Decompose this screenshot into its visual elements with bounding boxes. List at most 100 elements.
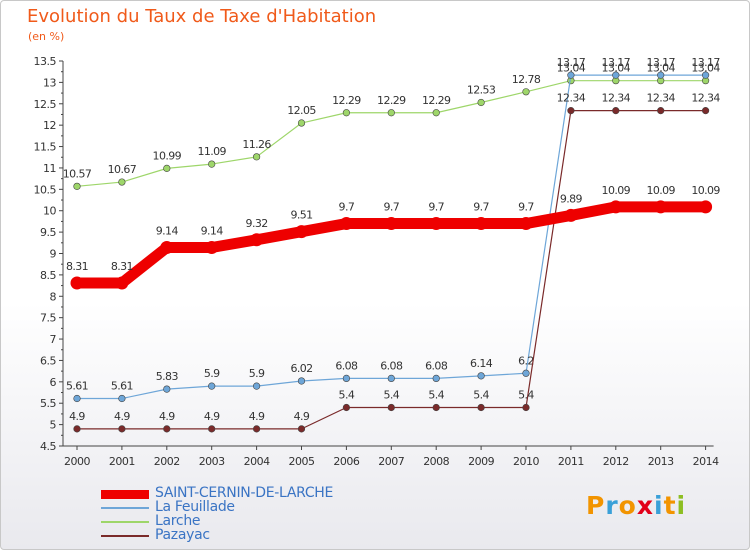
data-point bbox=[654, 200, 668, 214]
x-tick-label: 2000 bbox=[64, 455, 90, 468]
y-tick-label: 12 bbox=[43, 119, 56, 132]
data-point bbox=[567, 107, 575, 115]
data-label: 6.2 bbox=[518, 354, 534, 367]
data-point bbox=[163, 425, 171, 433]
data-label: 5.61 bbox=[66, 380, 88, 393]
data-point bbox=[519, 217, 533, 231]
data-point bbox=[339, 217, 353, 231]
data-label: 9.7 bbox=[473, 201, 489, 214]
data-label: 9.14 bbox=[201, 225, 224, 238]
y-tick-label: 6 bbox=[50, 376, 57, 389]
y-tick-label: 7 bbox=[50, 333, 57, 346]
data-point bbox=[253, 153, 261, 161]
data-label: 9.32 bbox=[246, 217, 268, 230]
data-label: 13.17 bbox=[646, 56, 675, 69]
data-point bbox=[208, 425, 216, 433]
data-label: 4.9 bbox=[249, 410, 265, 423]
data-point bbox=[297, 425, 306, 433]
data-label: 12.29 bbox=[377, 94, 406, 107]
data-label: 4.9 bbox=[294, 410, 310, 423]
data-label: 13.04 bbox=[646, 62, 675, 75]
y-tick-label: 12.5 bbox=[34, 98, 57, 111]
data-label: 12.53 bbox=[467, 83, 496, 96]
data-point bbox=[387, 403, 395, 412]
data-point bbox=[118, 425, 126, 433]
data-point bbox=[387, 109, 395, 117]
data-label: 11.26 bbox=[242, 138, 271, 151]
y-tick-label: 9.5 bbox=[40, 226, 56, 239]
data-label: 9.7 bbox=[518, 201, 534, 214]
data-point bbox=[342, 109, 351, 117]
data-point bbox=[701, 107, 710, 115]
data-point bbox=[118, 178, 126, 186]
x-tick-label: 2002 bbox=[154, 455, 180, 468]
data-point bbox=[73, 394, 81, 403]
legend-label: SAINT-CERNIN-DE-LARCHE bbox=[155, 485, 334, 501]
data-label: 10.99 bbox=[153, 149, 182, 162]
y-tick-label: 8 bbox=[50, 290, 57, 303]
x-tick-label: 2009 bbox=[468, 455, 494, 468]
data-label: 13.04 bbox=[691, 62, 720, 75]
legend-item: La Feuillade bbox=[101, 499, 401, 515]
data-point bbox=[432, 109, 440, 117]
data-point bbox=[567, 71, 575, 79]
data-label: 4.9 bbox=[114, 410, 130, 423]
x-tick-label: 2004 bbox=[244, 455, 270, 468]
chart-title: Evolution du Taux de Taxe d'Habitation bbox=[27, 6, 377, 27]
data-point bbox=[163, 164, 171, 172]
data-label: 12.29 bbox=[332, 94, 361, 107]
data-label: 10.09 bbox=[602, 184, 631, 197]
data-label: 8.31 bbox=[66, 260, 88, 273]
data-label: 5.4 bbox=[383, 389, 399, 402]
data-point bbox=[429, 217, 443, 231]
data-point bbox=[522, 369, 530, 377]
data-label: 9.7 bbox=[339, 201, 355, 214]
x-tick-label: 2013 bbox=[648, 455, 674, 468]
data-label: 5.4 bbox=[428, 389, 444, 402]
data-label: 9.14 bbox=[156, 225, 179, 238]
data-label: 12.34 bbox=[691, 92, 720, 105]
y-tick-label: 5.5 bbox=[40, 397, 56, 410]
data-point bbox=[477, 98, 485, 107]
legend-swatch bbox=[101, 535, 149, 537]
y-tick-label: 13.5 bbox=[34, 55, 57, 68]
y-tick-label: 8.5 bbox=[40, 269, 56, 282]
data-point bbox=[657, 71, 665, 79]
data-label: 6.02 bbox=[290, 362, 312, 375]
legend-swatch bbox=[101, 489, 149, 499]
data-label: 9.51 bbox=[290, 209, 312, 222]
data-point bbox=[432, 403, 440, 412]
data-label: 6.08 bbox=[425, 359, 448, 372]
data-point bbox=[384, 217, 398, 231]
data-label: 8.31 bbox=[111, 260, 133, 273]
data-label: 10.57 bbox=[63, 167, 92, 180]
data-label: 9.7 bbox=[428, 201, 444, 214]
data-label: 10.09 bbox=[646, 184, 675, 197]
data-label: 13.04 bbox=[557, 62, 586, 75]
data-label: 5.4 bbox=[518, 389, 534, 402]
data-point bbox=[295, 225, 308, 239]
data-label: 4.9 bbox=[159, 410, 175, 423]
logo-letter: o bbox=[618, 491, 637, 520]
data-point bbox=[609, 200, 623, 214]
data-label: 13.17 bbox=[557, 56, 586, 69]
logo-letter: i bbox=[676, 491, 687, 520]
data-label: 12.78 bbox=[512, 73, 541, 86]
data-point bbox=[208, 160, 216, 168]
data-label: 6.14 bbox=[470, 357, 493, 370]
data-point bbox=[474, 217, 488, 231]
data-label: 9.7 bbox=[383, 201, 399, 214]
data-label: 5.4 bbox=[473, 389, 489, 402]
data-label: 5.9 bbox=[249, 367, 265, 380]
x-tick-label: 2008 bbox=[423, 455, 449, 468]
chart-subtitle: (en %) bbox=[28, 30, 65, 43]
data-point bbox=[73, 425, 81, 433]
data-point bbox=[432, 374, 440, 383]
data-point bbox=[70, 276, 84, 290]
legend-label: La Feuillade bbox=[155, 499, 235, 515]
y-tick-label: 4.5 bbox=[40, 440, 56, 453]
x-tick-label: 2006 bbox=[333, 455, 359, 468]
data-point bbox=[701, 71, 710, 79]
y-tick-label: 13 bbox=[43, 76, 56, 89]
